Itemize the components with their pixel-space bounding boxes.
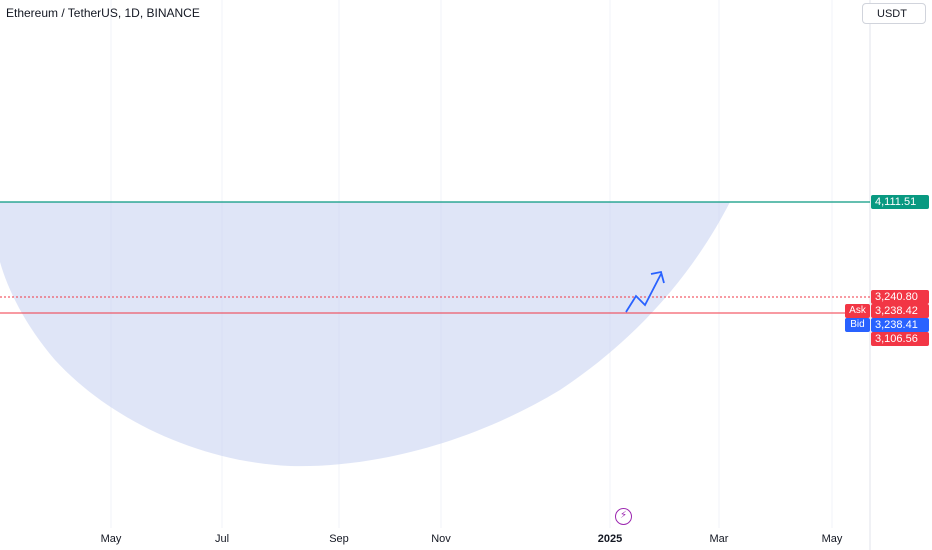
bid-price-tag: 3,238.41	[871, 318, 929, 332]
ask-price-tag: 3,238.42	[871, 304, 929, 318]
lightning-icon[interactable]: ⚡	[615, 508, 632, 525]
time-axis-label: Mar	[709, 533, 729, 545]
zone-low-price-tag: 3,106.56	[871, 332, 929, 346]
time-axis-label: Sep	[329, 533, 349, 545]
ask-label: Ask	[845, 304, 870, 318]
rounding-bottom-pattern	[0, 202, 730, 467]
time-axis-label: 2025	[597, 533, 623, 545]
symbol-title[interactable]: Ethereum / TetherUS, 1D, BINANCE	[6, 6, 200, 20]
time-axis-label: May	[100, 533, 122, 545]
time-axis-label: May	[821, 533, 843, 545]
time-axis-label: Jul	[214, 533, 230, 545]
time-axis-label: Nov	[431, 533, 451, 545]
resistance-price-tag: 4,111.51	[871, 195, 929, 209]
currency-selector[interactable]: USDT	[862, 3, 926, 24]
bid-label: Bid	[845, 318, 870, 332]
projection-arrowhead-icon	[650, 270, 665, 284]
projection-arrow[interactable]	[625, 273, 662, 313]
last-price-tag: 3,240.80	[871, 290, 929, 304]
